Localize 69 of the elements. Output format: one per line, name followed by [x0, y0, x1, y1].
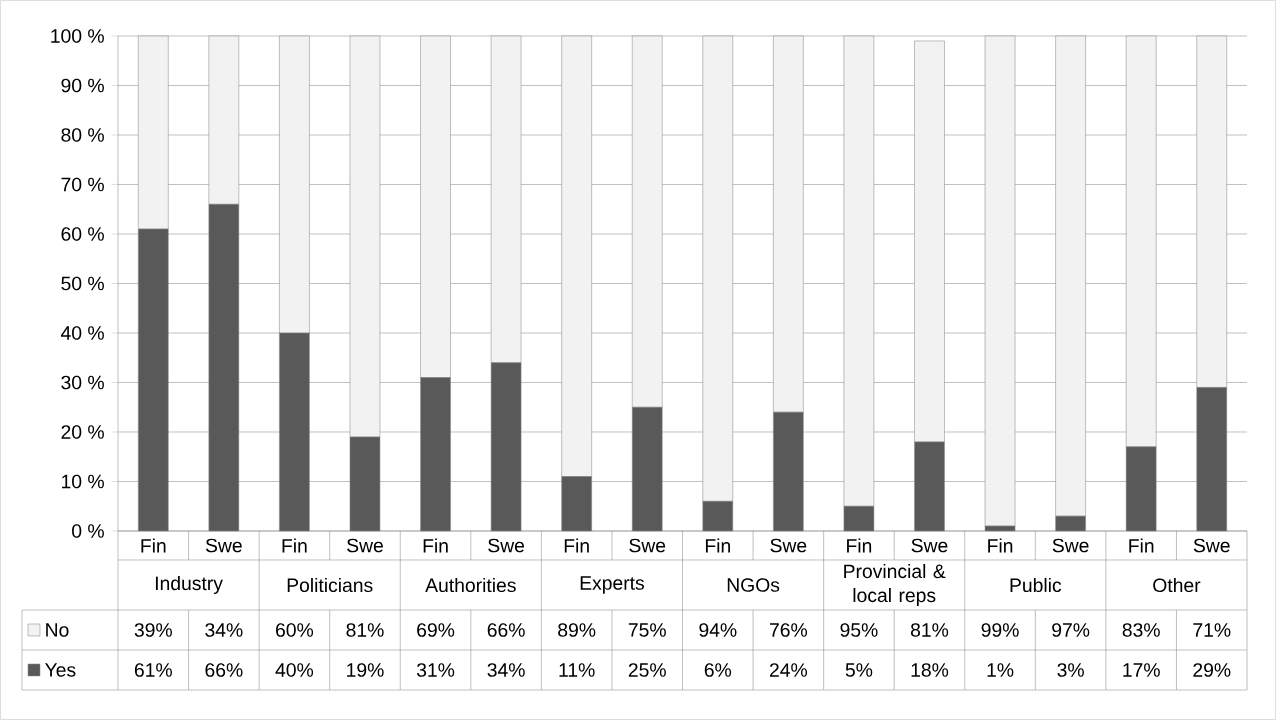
- text: Experts: [580, 576, 645, 594]
- y-tick-label: 70 %: [61, 177, 104, 192]
- data-label: 83%: [1122, 623, 1160, 637]
- x-tick-label: Fin: [847, 538, 872, 553]
- data-label: 60%: [276, 623, 314, 637]
- legend-label: Yes: [45, 663, 76, 677]
- x-tick-label: Fin: [705, 538, 730, 553]
- data-label: 71%: [1193, 623, 1231, 637]
- text: Politicians: [287, 577, 373, 593]
- data-label: 5%: [845, 663, 873, 677]
- x-tick-label: Swe: [629, 538, 666, 553]
- data-label: 61%: [134, 663, 172, 677]
- data-label: 95%: [840, 623, 878, 637]
- data-label: 18%: [911, 663, 949, 677]
- data-label: 34%: [205, 623, 243, 637]
- data-label: 66%: [487, 623, 525, 637]
- x-tick-label: Swe: [488, 538, 525, 553]
- data-label: 19%: [347, 663, 384, 677]
- text: Other: [1153, 577, 1201, 593]
- data-label: 97%: [1052, 623, 1090, 637]
- x-tick-label: Fin: [988, 538, 1013, 553]
- x-tick-label: Swe: [1052, 538, 1089, 553]
- x-tick-label: Swe: [205, 538, 242, 553]
- data-label: 89%: [558, 623, 596, 637]
- x-tick-label: Swe: [911, 538, 948, 553]
- y-tick-label: 30 %: [61, 375, 104, 390]
- text: Authorities: [425, 577, 516, 593]
- text: Provincial & local reps: [844, 563, 946, 607]
- data-label: 17%: [1123, 663, 1160, 677]
- data-label: 81%: [346, 623, 384, 637]
- y-tick-label: 10 %: [62, 474, 104, 489]
- data-label: 75%: [628, 623, 666, 637]
- y-tick-label: 100 %: [51, 29, 104, 43]
- data-label: 11%: [559, 663, 595, 677]
- y-tick-label: 20 %: [61, 425, 104, 439]
- data-label: 1%: [987, 663, 1014, 677]
- data-label: 31%: [416, 663, 455, 677]
- data-label: 6%: [704, 663, 732, 677]
- y-tick-label: 0 %: [72, 524, 104, 538]
- legend-label: No: [46, 623, 69, 637]
- data-label: 69%: [417, 623, 455, 637]
- data-label: 66%: [205, 663, 243, 677]
- data-label: 99%: [981, 623, 1019, 637]
- data-label: 34%: [487, 663, 525, 677]
- x-tick-label: Fin: [1129, 538, 1154, 553]
- y-tick-label: 50 %: [61, 276, 104, 291]
- y-tick-label: 80 %: [61, 128, 104, 142]
- data-label: 81%: [910, 623, 949, 637]
- data-label: 40%: [275, 663, 314, 677]
- data-label: 39%: [134, 623, 172, 637]
- text: NGOs: [727, 578, 780, 592]
- text: Industry: [155, 575, 223, 595]
- y-tick-label: 60 %: [61, 227, 104, 241]
- y-tick-label: 40 %: [61, 326, 104, 340]
- x-tick-label: Fin: [564, 538, 589, 553]
- y-tick-label: 90 %: [61, 78, 104, 93]
- data-label: 3%: [1057, 663, 1084, 677]
- data-label: 24%: [770, 663, 808, 677]
- data-label: 76%: [770, 623, 808, 637]
- x-tick-label: Fin: [141, 538, 166, 553]
- x-tick-label: Fin: [282, 538, 307, 553]
- data-label: 25%: [628, 663, 666, 677]
- x-tick-label: Swe: [1193, 538, 1230, 553]
- x-tick-label: Swe: [347, 538, 383, 553]
- data-label: 94%: [699, 623, 737, 637]
- text: Public: [1010, 577, 1062, 593]
- x-tick-label: Fin: [423, 538, 448, 553]
- x-tick-label: Swe: [770, 538, 807, 553]
- data-label: 29%: [1193, 663, 1231, 677]
